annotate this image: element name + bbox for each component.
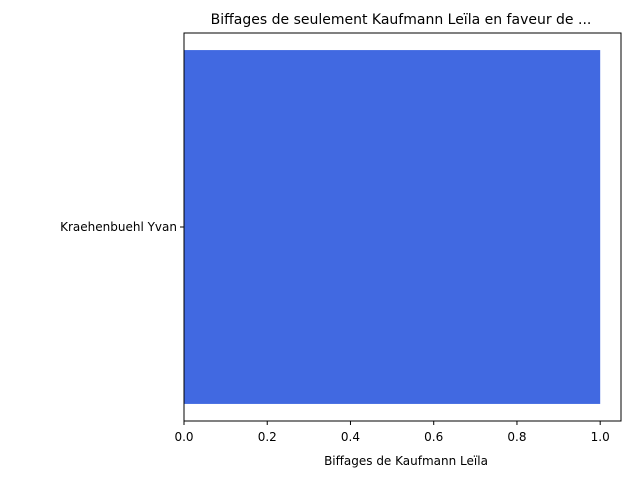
y-tick-label: Kraehenbuehl Yvan — [60, 220, 177, 234]
x-tick-label: 0.4 — [341, 430, 360, 444]
x-tick-label: 1.0 — [591, 430, 610, 444]
bar — [184, 50, 601, 404]
x-tick-label: 0.2 — [258, 430, 277, 444]
x-axis-ticks: 0.0 0.2 0.4 0.6 0.8 1.0 — [174, 421, 610, 444]
x-tick-label: 0.0 — [174, 430, 193, 444]
chart-title: Biffages de seulement Kaufmann Leïla en … — [211, 12, 592, 28]
bars-group — [184, 50, 601, 404]
x-tick-label: 0.6 — [424, 430, 443, 444]
x-axis-label: Biffages de Kaufmann Leïla — [324, 454, 488, 468]
y-axis-ticks: Kraehenbuehl Yvan — [60, 220, 184, 234]
x-tick-label: 0.8 — [507, 430, 526, 444]
